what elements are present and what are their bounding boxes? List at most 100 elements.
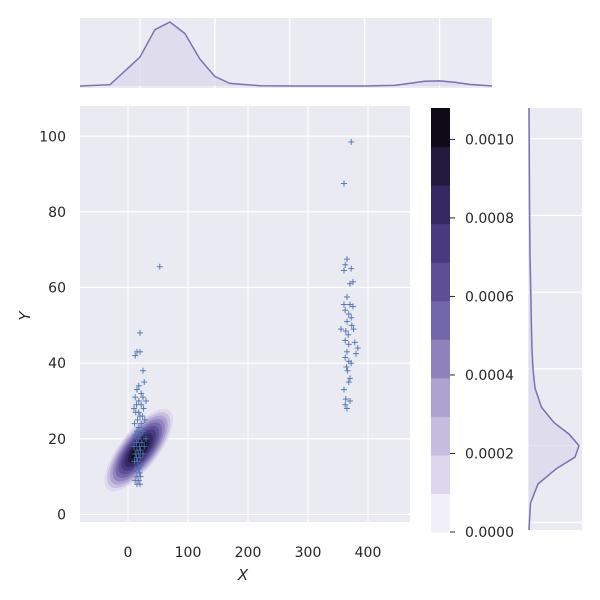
scatter-point — [353, 350, 359, 357]
colorbar-band — [431, 454, 450, 494]
scatter-point — [342, 328, 349, 335]
scatter-point — [137, 329, 143, 336]
scatter-point — [140, 367, 146, 374]
scatter-point — [131, 458, 138, 465]
scatter-point — [143, 435, 149, 442]
scatter-point — [135, 477, 142, 484]
scatter-point — [342, 261, 349, 268]
scatter-point — [341, 180, 347, 187]
scatter-point — [135, 435, 142, 442]
scatter-point — [134, 386, 140, 393]
scatter-point — [351, 339, 358, 346]
y-tick-label: 40 — [48, 356, 66, 372]
y-axis-label: Y — [16, 310, 34, 321]
scatter-point — [143, 397, 149, 404]
colorbar-band — [431, 185, 450, 225]
scatter-point — [131, 420, 138, 427]
right-marginal-kde-fill — [529, 108, 579, 530]
scatter-point — [137, 481, 143, 488]
scatter-point — [341, 267, 347, 274]
scatter-point — [354, 345, 361, 352]
colorbar-tick-label: 0.0004 — [465, 368, 514, 384]
colorbar-band — [431, 416, 450, 456]
scatter-points — [131, 138, 361, 488]
scatter-point — [341, 301, 347, 308]
colorbar-bands — [431, 108, 450, 533]
scatter-point — [343, 363, 350, 370]
scatter-point — [156, 263, 163, 270]
scatter-point — [344, 256, 350, 263]
x-axis-ticks: 0 100 200 300 400 — [124, 545, 382, 561]
colorbar-band — [431, 262, 450, 302]
scatter-point — [137, 348, 143, 355]
scatter-point — [138, 420, 145, 427]
colorbar-band — [431, 223, 450, 263]
y-tick-label: 20 — [48, 432, 66, 448]
scatter-point — [344, 318, 350, 325]
colorbar-tick-label: 0.0010 — [465, 132, 514, 148]
scatter-point — [137, 432, 143, 439]
scatter-point — [137, 473, 144, 480]
scatter-point — [140, 394, 146, 401]
scatter-point — [134, 428, 140, 435]
x-tick-label: 100 — [175, 545, 202, 561]
colorbar-band — [431, 146, 450, 186]
colorbar-ticks: 0.0000 0.0002 0.0004 0.0006 0.0008 0.0010 — [450, 132, 514, 541]
scatter-point — [345, 331, 352, 338]
scatter-point — [138, 390, 145, 397]
scatter-point — [137, 454, 143, 461]
scatter-point — [347, 397, 353, 404]
x-tick-label: 300 — [295, 545, 322, 561]
scatter-point — [140, 405, 147, 412]
scatter-point — [342, 354, 349, 361]
scatter-point — [132, 466, 139, 473]
scatter-point — [348, 360, 355, 367]
scatter-point — [135, 424, 142, 431]
top-marginal-plot — [79, 18, 493, 88]
colorbar-band — [431, 339, 450, 379]
scatter-point — [345, 311, 352, 317]
scatter-point — [132, 352, 139, 359]
scatter-point — [133, 439, 140, 446]
right-marginal-plot — [528, 107, 582, 531]
scatter-point — [345, 379, 352, 386]
scatter-point — [348, 265, 355, 272]
scatter-point — [338, 326, 344, 333]
x-tick-label: 0 — [124, 545, 133, 561]
scatter-point — [344, 293, 350, 300]
colorbar-band — [431, 493, 450, 533]
scatter-point — [141, 379, 148, 386]
y-tick-label: 60 — [48, 281, 66, 297]
y-tick-label: 0 — [57, 507, 66, 523]
colorbar-band — [431, 108, 450, 148]
scatter-point — [134, 416, 141, 423]
scatter-point — [342, 401, 349, 408]
scatter-point — [137, 413, 143, 420]
scatter-point — [135, 382, 142, 389]
scatter-point — [140, 450, 146, 457]
y-tick-label: 100 — [39, 129, 66, 145]
scatter-point — [348, 138, 355, 145]
scatter-point — [141, 443, 148, 450]
colorbar-tick-label: 0.0006 — [465, 289, 514, 305]
scatter-point — [342, 307, 349, 314]
x-tick-label: 400 — [355, 545, 382, 561]
scatter-point — [342, 337, 349, 344]
x-tick-label: 200 — [235, 545, 262, 561]
scatter-point — [344, 405, 350, 412]
colorbar: 0.0000 0.0002 0.0004 0.0006 0.0008 0.0010 — [431, 108, 514, 541]
scatter-point — [345, 341, 352, 348]
scatter-point — [341, 386, 347, 393]
scatter-point — [347, 280, 353, 287]
main-plot: 0 100 200 300 400 0 20 40 60 80 100 X Y — [16, 106, 410, 584]
colorbar-tick-label: 0.0008 — [465, 211, 514, 227]
right-marginal-kde-line — [528, 107, 580, 531]
scatter-point — [131, 443, 137, 450]
scatter-point — [138, 401, 145, 408]
scatter-point — [350, 303, 356, 310]
scatter-point — [347, 375, 353, 382]
scatter-point — [135, 397, 142, 404]
scatter-point — [348, 314, 355, 321]
y-tick-label: 80 — [48, 205, 66, 221]
